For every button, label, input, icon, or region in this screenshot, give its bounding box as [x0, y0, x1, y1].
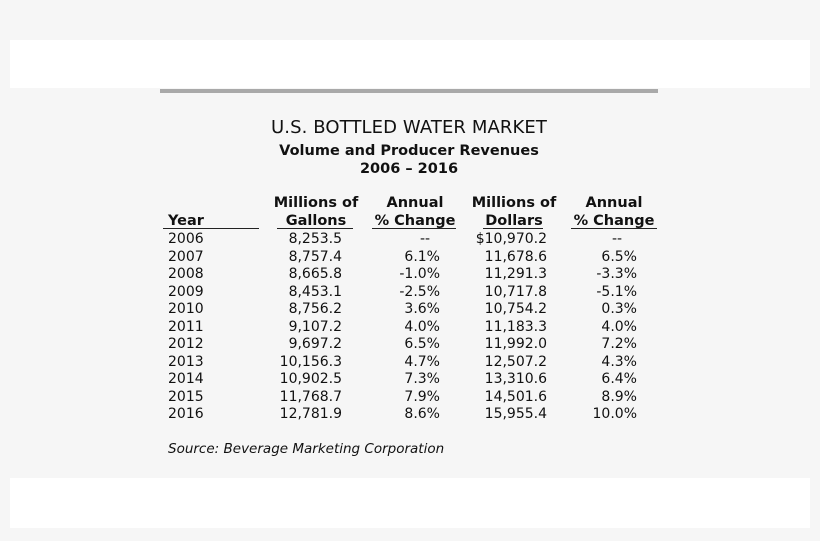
header-dollars-change: Annual % Change	[568, 194, 660, 230]
header-gallons-change: Annual % Change	[370, 194, 460, 230]
document-period: 2006 – 2016	[359, 161, 459, 177]
cell-gallons-change: 7.3%	[404, 371, 440, 387]
header-gallons-change-line1: Annual	[386, 195, 444, 211]
cell-gallons: 8,757.4	[288, 248, 342, 265]
top-band	[10, 40, 810, 88]
cell-dollars: 11,183.3	[484, 318, 547, 335]
cell-gallons: 8,665.8	[288, 266, 342, 282]
cell-dollars-change: 4.3%	[601, 353, 637, 370]
cell-year: 2012	[168, 336, 204, 352]
table-row: 2012 9,697.2 6.5% 11,992.0 7.2%	[0, 336, 820, 354]
table-row: 2010 8,756.2 3.6% 10,754.2 0.3%	[0, 301, 820, 319]
cell-dollars: 15,955.4	[484, 406, 547, 422]
cell-gallons: 10,156.3	[279, 353, 342, 370]
cell-year: 2006	[168, 231, 204, 247]
header-dollars-change-underline	[571, 228, 657, 229]
cell-gallons-change: 3.6%	[404, 301, 440, 317]
cell-gallons-change: -2.5%	[399, 283, 440, 300]
table-row: 2014 10,902.5 7.3% 13,310.6 6.4%	[0, 371, 820, 389]
cell-gallons-change: -1.0%	[399, 266, 440, 282]
cell-year: 2016	[168, 406, 204, 422]
cell-dollars-change: 7.2%	[601, 336, 637, 352]
cell-year: 2009	[168, 283, 204, 300]
header-dollars-line2: Dollars	[485, 213, 543, 229]
header-gallons-underline	[277, 228, 353, 229]
header-dollars-change-line2: % Change	[573, 213, 655, 229]
cell-dollars: 10,754.2	[484, 301, 547, 317]
cell-dollars-change: 6.4%	[601, 371, 637, 387]
cell-gallons: 11,768.7	[279, 388, 342, 405]
cell-dollars-change: 4.0%	[601, 318, 637, 335]
cell-dollars: 10,717.8	[484, 283, 547, 300]
cell-gallons: 10,902.5	[279, 371, 342, 387]
cell-dollars: 13,310.6	[484, 371, 547, 387]
cell-dollars-change: --	[611, 231, 623, 247]
header-gallons-change-underline	[372, 228, 456, 229]
cell-dollars-change: -3.3%	[596, 266, 637, 282]
header-gallons-line2: Gallons	[285, 213, 347, 229]
header-dollars: Millions of Dollars	[464, 194, 564, 230]
cell-gallons-change: --	[419, 231, 431, 247]
cell-gallons-change: 6.5%	[404, 336, 440, 352]
document-title: U.S. BOTTLED WATER MARKET	[271, 117, 547, 138]
bottom-band	[10, 478, 810, 528]
cell-gallons-change: 4.7%	[404, 353, 440, 370]
cell-dollars-change: 8.9%	[601, 388, 637, 405]
cell-dollars: 11,678.6	[484, 248, 547, 265]
cell-year: 2014	[168, 371, 204, 387]
header-dollars-underline	[483, 228, 543, 229]
header-year: Year	[168, 213, 204, 229]
cell-year: 2008	[168, 266, 204, 282]
header-gallons: Millions of Gallons	[266, 194, 366, 230]
cell-dollars: $10,970.2	[475, 231, 547, 247]
table-row: 2016 12,781.9 8.6% 15,955.4 10.0%	[0, 406, 820, 424]
cell-gallons: 12,781.9	[279, 406, 342, 422]
header-year-underline	[163, 228, 259, 229]
cell-dollars: 12,507.2	[484, 353, 547, 370]
source-note: Source: Beverage Marketing Corporation	[168, 441, 445, 457]
cell-dollars-change: -5.1%	[596, 283, 637, 300]
table-row: 2015 11,768.7 7.9% 14,501.6 8.9%	[0, 389, 820, 407]
cell-gallons-change: 7.9%	[404, 388, 440, 405]
document-subtitle: Volume and Producer Revenues	[279, 143, 539, 159]
cell-gallons: 8,453.1	[288, 283, 342, 300]
cell-year: 2007	[168, 248, 204, 265]
header-gallons-change-line2: % Change	[374, 213, 456, 229]
cell-gallons-change: 8.6%	[404, 406, 440, 422]
cell-gallons-change: 4.0%	[404, 318, 440, 335]
header-dollars-change-line1: Annual	[585, 195, 643, 211]
table-row: 2006 8,253.5 -- $10,970.2 --	[0, 231, 820, 249]
cell-year: 2013	[168, 353, 204, 370]
cell-gallons-change: 6.1%	[404, 248, 440, 265]
cell-dollars: 11,291.3	[484, 266, 547, 282]
cell-year: 2010	[168, 301, 204, 317]
header-gallons-line1: Millions of	[273, 195, 359, 211]
top-rule	[160, 89, 658, 93]
cell-year: 2011	[168, 318, 204, 335]
table-row: 2009 8,453.1 -2.5% 10,717.8 -5.1%	[0, 284, 820, 302]
table-row: 2013 10,156.3 4.7% 12,507.2 4.3%	[0, 354, 820, 372]
cell-dollars: 14,501.6	[484, 388, 547, 405]
cell-gallons: 8,756.2	[288, 301, 342, 317]
cell-gallons: 9,697.2	[288, 336, 342, 352]
table-row: 2011 9,107.2 4.0% 11,183.3 4.0%	[0, 319, 820, 337]
table-row: 2008 8,665.8 -1.0% 11,291.3 -3.3%	[0, 266, 820, 284]
cell-dollars-change: 10.0%	[592, 406, 637, 422]
cell-dollars: 11,992.0	[484, 336, 547, 352]
cell-gallons: 9,107.2	[288, 318, 342, 335]
header-dollars-line1: Millions of	[471, 195, 557, 211]
cell-dollars-change: 0.3%	[601, 301, 637, 317]
cell-gallons: 8,253.5	[288, 231, 342, 247]
table-row: 2007 8,757.4 6.1% 11,678.6 6.5%	[0, 249, 820, 267]
cell-year: 2015	[168, 388, 204, 405]
cell-dollars-change: 6.5%	[601, 248, 637, 265]
table-body: 2006 8,253.5 -- $10,970.2 -- 2007 8,757.4 6.1% 1…	[0, 231, 820, 424]
